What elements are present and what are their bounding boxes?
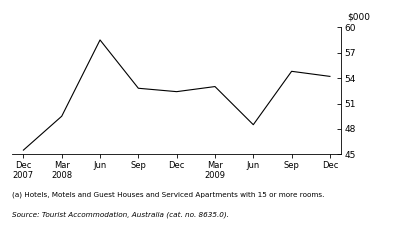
Text: (a) Hotels, Motels and Guest Houses and Serviced Apartments with 15 or more room: (a) Hotels, Motels and Guest Houses and … bbox=[12, 192, 324, 198]
Text: $000: $000 bbox=[347, 13, 370, 22]
Text: Source: Tourist Accommodation, Australia (cat. no. 8635.0).: Source: Tourist Accommodation, Australia… bbox=[12, 212, 229, 218]
